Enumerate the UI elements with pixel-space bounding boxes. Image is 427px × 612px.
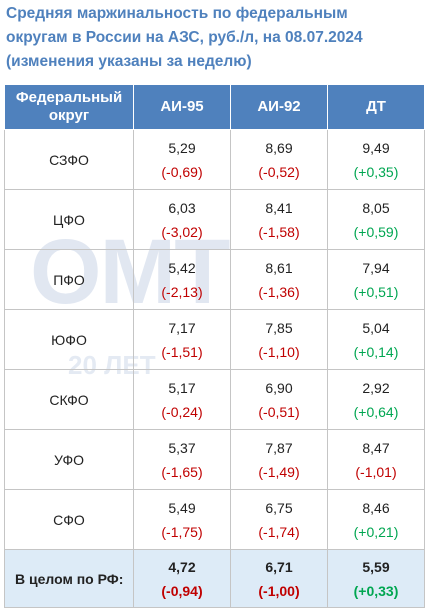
margin-value: 8,47 (362, 439, 390, 456)
table-row: СФО 5,49 (-1,75) 6,75 (-1,74) 8,46 (+0,21) (4, 489, 425, 550)
total-row: В целом по РФ: 4,72 (-0,94) 6,71 (-1,00) 5,59… (4, 549, 425, 608)
weekly-change: (-1,01) (355, 463, 397, 480)
margin-value: 6,75 (265, 499, 293, 516)
margin-value: 8,46 (362, 499, 390, 516)
total-change: (-0,94) (161, 582, 203, 599)
region-cell: УФО (4, 429, 134, 490)
value-cell-dt: 8,47 (-1,01) (327, 429, 425, 490)
title-line-2: округам в России на АЗС, руб./л, на 08.0… (6, 29, 363, 46)
region-cell: СЗФО (4, 129, 134, 190)
value-cell-dt: 7,94 (+0,51) (327, 249, 425, 310)
margin-value: 7,17 (168, 319, 196, 336)
value-cell-ai95: 5,37 (-1,65) (133, 429, 231, 490)
table-row: СЗФО 5,29 (-0,69) 8,69 (-0,52) 9,49 (+0,35) (4, 129, 425, 190)
table-header-row: Федеральный округ АИ-95 АИ-92 ДТ (4, 84, 425, 130)
margin-value: 8,61 (265, 259, 293, 276)
weekly-change: (-1,49) (258, 463, 300, 480)
total-value: 6,71 (265, 558, 293, 575)
weekly-change: (-1,51) (161, 343, 203, 360)
margin-value: 8,69 (265, 139, 293, 156)
region-cell: ЮФО (4, 309, 134, 370)
margin-value: 7,85 (265, 319, 293, 336)
weekly-change: (+0,21) (353, 523, 399, 540)
total-value: 4,72 (168, 558, 196, 575)
weekly-change: (-1,58) (258, 223, 300, 240)
weekly-change: (-1,36) (258, 283, 300, 300)
table-row: ЦФО 6,03 (-3,02) 8,41 (-1,58) 8,05 (+0,59) (4, 189, 425, 250)
weekly-change: (-3,02) (161, 223, 203, 240)
margin-value: 5,42 (168, 259, 196, 276)
table-row: УФО 5,37 (-1,65) 7,87 (-1,49) 8,47 (-1,01) (4, 429, 425, 490)
table-row: СКФО 5,17 (-0,24) 6,90 (-0,51) 2,92 (+0,64) (4, 369, 425, 430)
title-line-1: Средняя маржинальность по федеральным (6, 5, 348, 22)
value-cell-ai92: 8,69 (-0,52) (230, 129, 328, 190)
weekly-change: (-2,13) (161, 283, 203, 300)
weekly-change: (+0,14) (353, 343, 399, 360)
value-cell-dt: 9,49 (+0,35) (327, 129, 425, 190)
margin-value: 7,87 (265, 439, 293, 456)
region-cell: СФО (4, 489, 134, 550)
margin-value: 9,49 (362, 139, 390, 156)
page-title: Средняя маржинальность по федеральным ок… (6, 2, 424, 74)
table-row: ЮФО 7,17 (-1,51) 7,85 (-1,10) 5,04 (+0,14) (4, 309, 425, 370)
value-cell-ai92: 6,75 (-1,74) (230, 489, 328, 550)
region-cell: ЦФО (4, 189, 134, 250)
value-cell-ai95: 6,03 (-3,02) (133, 189, 231, 250)
margin-value: 5,49 (168, 499, 196, 516)
margin-value: 5,04 (362, 319, 390, 336)
total-cell-dt: 5,59 (+0,33) (327, 549, 425, 608)
value-cell-ai95: 5,29 (-0,69) (133, 129, 231, 190)
margin-value: 5,17 (168, 379, 196, 396)
value-cell-dt: 8,46 (+0,21) (327, 489, 425, 550)
value-cell-ai95: 5,42 (-2,13) (133, 249, 231, 310)
value-cell-ai92: 6,90 (-0,51) (230, 369, 328, 430)
weekly-change: (-1,10) (258, 343, 300, 360)
value-cell-ai92: 8,41 (-1,58) (230, 189, 328, 250)
margin-value: 5,37 (168, 439, 196, 456)
header-ai95: АИ-95 (133, 84, 231, 130)
value-cell-dt: 2,92 (+0,64) (327, 369, 425, 430)
header-ai92: АИ-92 (230, 84, 328, 130)
value-cell-ai92: 7,87 (-1,49) (230, 429, 328, 490)
weekly-change: (+0,64) (353, 403, 399, 420)
region-cell: ПФО (4, 249, 134, 310)
header-dt: ДТ (327, 84, 425, 130)
weekly-change: (-0,52) (258, 163, 300, 180)
weekly-change: (+0,59) (353, 223, 399, 240)
margin-table: Федеральный округ АИ-95 АИ-92 ДТ СЗФО 5,2… (4, 84, 425, 608)
region-cell: СКФО (4, 369, 134, 430)
total-cell-ai95: 4,72 (-0,94) (133, 549, 231, 608)
margin-value: 2,92 (362, 379, 390, 396)
title-line-3: (изменения указаны за неделю) (6, 53, 252, 70)
margin-value: 6,03 (168, 199, 196, 216)
table-row: ПФО 5,42 (-2,13) 8,61 (-1,36) 7,94 (+0,51) (4, 249, 425, 310)
weekly-change: (-0,69) (161, 163, 203, 180)
weekly-change: (-0,24) (161, 403, 203, 420)
total-cell-ai92: 6,71 (-1,00) (230, 549, 328, 608)
weekly-change: (-1,75) (161, 523, 203, 540)
margin-value: 8,41 (265, 199, 293, 216)
weekly-change: (-1,74) (258, 523, 300, 540)
value-cell-ai92: 7,85 (-1,10) (230, 309, 328, 370)
value-cell-ai92: 8,61 (-1,36) (230, 249, 328, 310)
margin-value: 6,90 (265, 379, 293, 396)
header-region: Федеральный округ (4, 84, 134, 130)
total-value: 5,59 (362, 558, 390, 575)
margin-value: 7,94 (362, 259, 390, 276)
value-cell-dt: 8,05 (+0,59) (327, 189, 425, 250)
weekly-change: (+0,51) (353, 283, 399, 300)
total-change: (-1,00) (258, 582, 300, 599)
weekly-change: (-1,65) (161, 463, 203, 480)
total-label: В целом по РФ: (4, 549, 134, 608)
value-cell-dt: 5,04 (+0,14) (327, 309, 425, 370)
margin-value: 5,29 (168, 139, 196, 156)
total-change: (+0,33) (353, 582, 399, 599)
weekly-change: (+0,35) (353, 163, 399, 180)
weekly-change: (-0,51) (258, 403, 300, 420)
margin-value: 8,05 (362, 199, 390, 216)
value-cell-ai95: 5,49 (-1,75) (133, 489, 231, 550)
value-cell-ai95: 5,17 (-0,24) (133, 369, 231, 430)
value-cell-ai95: 7,17 (-1,51) (133, 309, 231, 370)
